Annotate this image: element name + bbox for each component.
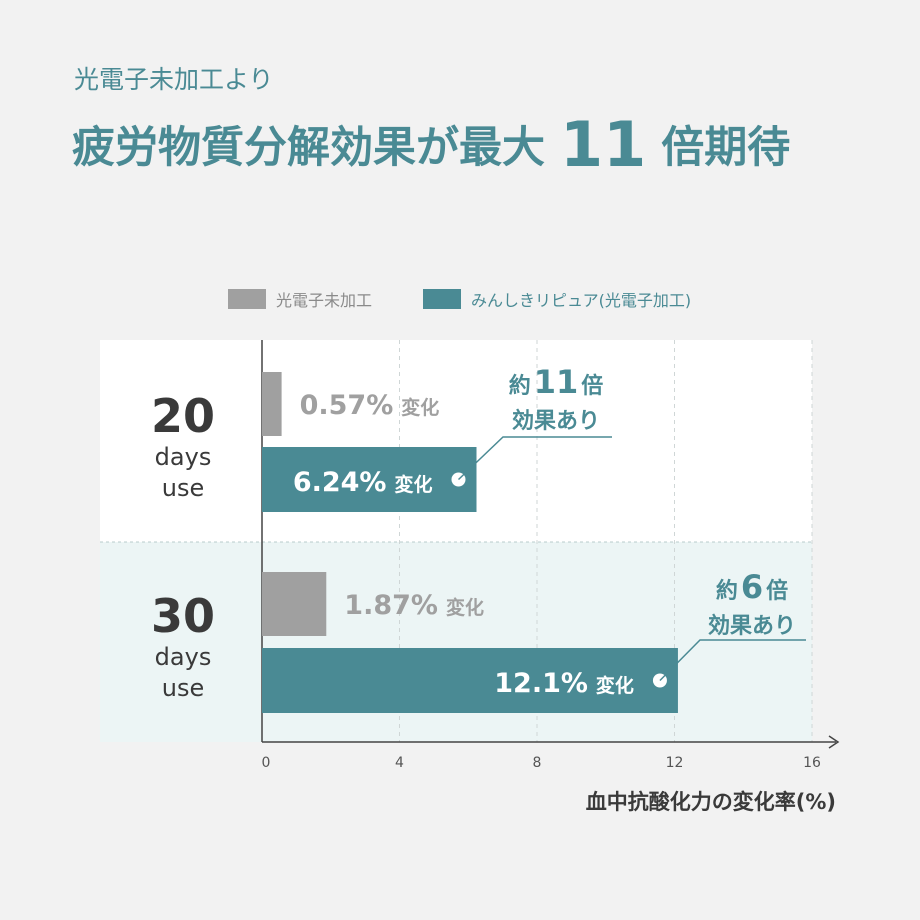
row-unit-line1: days <box>154 643 212 671</box>
row-unit-line2: use <box>161 674 205 702</box>
bar-value-label-gray: 1.87% 変化 <box>344 590 484 621</box>
callout-leader-line <box>659 639 806 682</box>
bar-untreated <box>262 372 282 436</box>
row-label-20-days: 20 days use <box>103 390 263 504</box>
x-tick-label: 0 <box>262 755 271 771</box>
bar-value-label-teal: 6.24% 変化 <box>293 467 433 498</box>
row-label-30-days: 30 days use <box>103 590 263 704</box>
x-axis-arrow <box>828 735 840 749</box>
callout-ratio: 約11 倍 <box>509 363 604 401</box>
callout-effect-label: 効果あり <box>708 613 796 639</box>
title-number: 11 <box>559 108 647 181</box>
legend-label-teal: みんしきリピュア(光電子加工) <box>471 291 692 310</box>
x-axis-title: 血中抗酸化力の変化率(%) <box>585 790 836 814</box>
bar-treated <box>262 648 678 713</box>
title-prefix: 疲労物質分解効果が最大 <box>72 123 545 173</box>
bar-treated <box>262 447 477 512</box>
callout-ratio: 約6 倍 <box>716 568 788 606</box>
row-number-20: 20 <box>150 389 215 443</box>
x-tick-label: 4 <box>395 755 404 771</box>
legend-item-teal: みんしきリピュア(光電子加工) <box>423 287 691 311</box>
title-suffix: 倍期待 <box>661 123 791 173</box>
legend-swatch-teal <box>423 289 461 309</box>
callout-effect-label: 効果あり <box>512 408 600 434</box>
bar-untreated <box>262 572 327 636</box>
row-unit-line1: days <box>154 443 212 471</box>
callout-leader-line <box>457 436 612 481</box>
bar-value-label-teal: 12.1% 変化 <box>494 668 634 699</box>
page-title: 疲労物質分解効果が最大 11 倍期待 <box>72 108 790 181</box>
row-number-30: 30 <box>150 589 215 643</box>
x-tick-label: 8 <box>533 755 542 771</box>
legend-swatch-gray <box>228 289 266 309</box>
x-tick-label: 12 <box>666 755 684 771</box>
x-tick-label: 16 <box>803 755 821 771</box>
legend-label-gray: 光電子未加工 <box>276 291 373 310</box>
legend-item-gray: 光電子未加工 <box>228 287 372 311</box>
bar-value-label-gray: 0.57% 変化 <box>300 390 440 421</box>
subtitle: 光電子未加工より <box>74 65 274 94</box>
row-unit-line2: use <box>161 474 205 502</box>
